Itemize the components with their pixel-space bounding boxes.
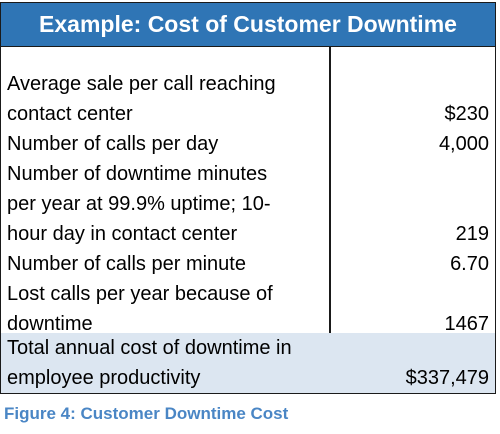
row-label: Average sale per call reaching contact c… bbox=[7, 73, 276, 125]
table-row: Number of calls per day 4,000 bbox=[1, 129, 495, 159]
row-value: 1467 bbox=[444, 313, 490, 335]
total-row: Total annual cost of downtime in employe… bbox=[1, 333, 495, 393]
row-label: Number of downtime minutes per year at 9… bbox=[7, 163, 271, 245]
table-row: Number of calls per minute 6.70 bbox=[1, 249, 495, 279]
row-label: Number of calls per day bbox=[7, 133, 219, 155]
table-title: Example: Cost of Customer Downtime bbox=[1, 3, 495, 47]
row-value: 219 bbox=[455, 223, 489, 245]
row-label: Number of calls per minute bbox=[7, 253, 246, 275]
total-label: Total annual cost of downtime in employe… bbox=[7, 337, 292, 389]
cost-table: Example: Cost of Customer Downtime Avera… bbox=[0, 2, 496, 394]
column-divider bbox=[329, 47, 331, 393]
total-value: $337,479 bbox=[405, 367, 489, 389]
row-label: Lost calls per year because of downtime bbox=[7, 283, 273, 335]
table-row: Number of downtime minutes per year at 9… bbox=[1, 159, 495, 249]
row-value: 6.70 bbox=[450, 253, 489, 275]
figure-caption: Figure 4: Customer Downtime Cost bbox=[4, 404, 289, 423]
row-value: 4,000 bbox=[438, 133, 489, 155]
table-row: Average sale per call reaching contact c… bbox=[1, 69, 495, 129]
table-row: Lost calls per year because of downtime … bbox=[1, 279, 495, 339]
row-value: $230 bbox=[444, 103, 490, 125]
